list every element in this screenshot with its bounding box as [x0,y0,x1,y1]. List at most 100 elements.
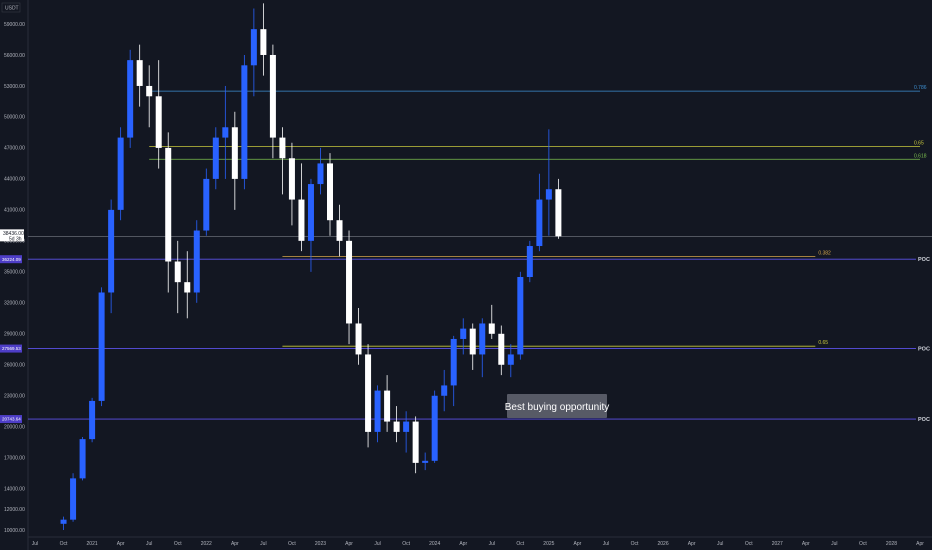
candle-body [526,246,533,277]
current-price-tag: 38436.00 5d 3h [0,229,24,242]
current-price-text: 38436.00 [3,231,24,237]
candle-body [288,158,295,200]
price-tick-label: 41000.00 [4,208,25,214]
price-tick-label: 14000.00 [4,486,25,492]
candle-body [346,240,353,324]
candle-body [450,338,457,386]
time-tick-label: Jul [717,541,723,547]
time-tick-label: Oct [516,541,524,547]
candle-body [222,127,229,138]
price-tick-label: 10000.00 [4,528,25,534]
candle-body [269,54,276,138]
candle-body [193,230,200,293]
poc-label: POC [918,257,930,263]
poc-price-tag [0,415,22,424]
currency-text: USDT [5,6,19,12]
candle-body [127,60,134,138]
candle-body [469,328,476,355]
candle-body [184,282,191,293]
candle-body [507,354,514,365]
annotation-text: Best buying opportunity [505,402,610,413]
poc-price-tag-text: 20743.64 [2,417,21,422]
candle-body [422,460,429,463]
candle-body [365,354,372,432]
time-tick-label: 2026 [658,541,669,547]
candle-body [174,261,181,283]
poc-label: POC [918,417,930,423]
fib-level-label: 0.618 [914,153,927,159]
price-tick-label: 38000.00 [4,239,25,245]
time-tick-label: Oct [288,541,296,547]
price-tick-label: 47000.00 [4,146,25,152]
time-tick-label: 2023 [315,541,326,547]
time-tick-label: Apr [916,541,924,547]
time-tick-label: Jul [260,541,266,547]
candle-body [241,65,248,179]
candle-body [89,400,96,440]
candle-body [384,390,391,422]
fib-level-label: 0.65 [818,340,828,346]
candle-body [79,439,86,479]
price-tick-label: 50000.00 [4,115,25,121]
price-tick-label: 26000.00 [4,363,25,369]
price-tick-label: 12000.00 [4,507,25,513]
time-tick-label: Oct [745,541,753,547]
candle-body [460,328,467,339]
candle-body [307,184,314,241]
candle-body [250,29,257,66]
candle-body [108,209,115,293]
candle-body [393,421,400,432]
candle-body [70,478,77,520]
candle-body [488,323,495,334]
candle-body [146,85,153,97]
candle-body [203,178,210,231]
time-tick-label: Apr [345,541,353,547]
poc-label: POC [918,347,930,353]
candle-body [374,390,381,432]
candle-body [441,385,448,396]
time-axis[interactable]: Jul Oct 2021 Apr Jul Oct 2022 Apr Jul Oct 2023 Apr J… [32,541,924,547]
candle-body [298,199,305,241]
price-tick-label: 59000.00 [4,22,25,28]
price-tick-label: 32000.00 [4,301,25,307]
time-tick-label: 2022 [201,541,212,547]
candle-body [212,137,219,179]
candle-body [279,137,286,159]
time-tick-label: 2027 [772,541,783,547]
poc-price-tag [0,344,22,353]
time-tick-label: 2025 [543,541,554,547]
candle-body [412,421,419,463]
candle-body [336,220,343,241]
price-tick-label: 29000.00 [4,332,25,338]
candle-body [231,127,238,179]
time-tick-label: Jul [374,541,380,547]
candles [60,3,562,530]
price-tick-label: 20000.00 [4,425,25,431]
candle-body [60,519,67,524]
time-tick-label: Apr [459,541,467,547]
candle-body [403,421,410,432]
price-tick-label: 17000.00 [4,456,25,462]
candle-body [555,189,562,237]
time-tick-label: Oct [859,541,867,547]
price-axis[interactable]: 59000.00 56000.00 53000.00 50000.00 47000.00… [4,22,25,534]
candle-body [545,189,552,200]
annotation-box[interactable]: Best buying opportunity [505,394,610,418]
time-tick-label: Apr [802,541,810,547]
fib-level-label: 0.382 [818,250,831,256]
candle-body [536,199,543,247]
poc-price-tag [0,255,22,264]
candle-body [498,333,505,365]
time-tick-label: Oct [174,541,182,547]
time-tick-label: 2021 [87,541,98,547]
candle-body [317,163,324,185]
time-tick-label: Apr [688,541,696,547]
candle-body [517,277,524,355]
time-tick-label: Apr [117,541,125,547]
candle-body [155,96,162,148]
price-tick-label: 44000.00 [4,177,25,183]
candle-body [165,147,172,262]
time-tick-label: Jul [831,541,837,547]
fib-levels: 0.786 0.65 0.618 0.382 0.65 [149,85,927,347]
